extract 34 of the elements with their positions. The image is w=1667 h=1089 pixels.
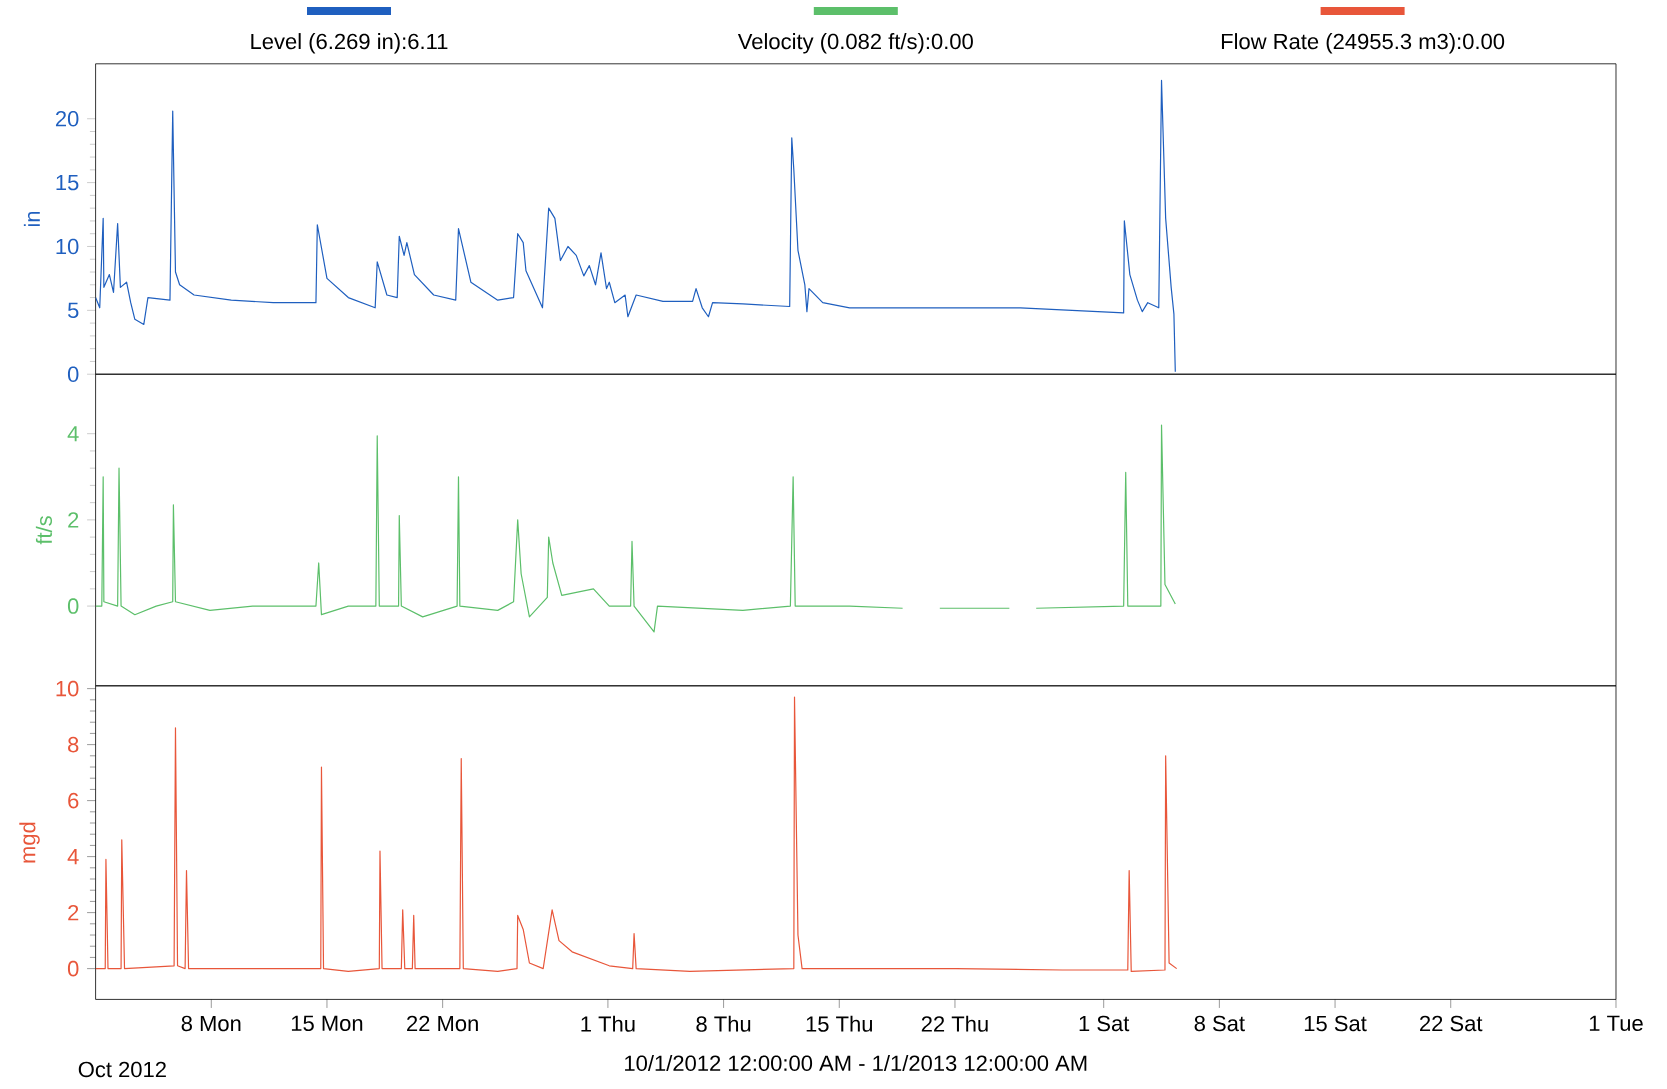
x-tick-label: 22 Sat — [1420, 1015, 1483, 1032]
y-tick-label: 5 — [67, 302, 79, 319]
y-tick-label: 0 — [67, 598, 79, 614]
legend-label: Level (6.269 in):6.11 — [251, 33, 448, 54]
y-axis-title: mgd — [19, 822, 40, 863]
y-tick-label: 0 — [67, 366, 79, 383]
x-tick-label: 1 Thu — [581, 1015, 635, 1032]
x-tick-label: 8 Mon — [181, 1015, 241, 1032]
y-tick-label: 4 — [67, 426, 79, 442]
y-tick-label: 15 — [56, 174, 79, 191]
y-tick-label: 2 — [68, 512, 79, 528]
y-axis-title: ft/s — [35, 516, 53, 545]
x-tick-label: 22 Thu — [921, 1015, 988, 1032]
y-tick-label: 0 — [67, 960, 79, 977]
y-tick-label: 10 — [56, 238, 79, 255]
y-tick-label: 10 — [56, 680, 79, 697]
x-tick-label: 15 Thu — [806, 1015, 873, 1032]
x-axis-title: 10/1/2012 12:00:00 AM - 1/1/2013 12:00:00 AM — [625, 1054, 1087, 1072]
y-tick-label: 8 — [68, 736, 79, 753]
x-tick-label: 8 Thu — [696, 1015, 751, 1032]
x-tick-label: 15 Mon — [291, 1015, 363, 1032]
x-tick-label: 22 Mon — [407, 1015, 478, 1032]
text: Oct 2012 — [78, 1061, 166, 1078]
x-tick-label: 1 Tue — [1589, 1015, 1643, 1032]
y-tick-label: 2 — [68, 904, 79, 921]
legend-label: Velocity (0.082 ft/s):0.00 — [737, 33, 973, 54]
x-tick-label: 8 Sat — [1194, 1015, 1245, 1032]
x-tick-label: 1 Sat — [1079, 1015, 1130, 1032]
legend-label: Flow Rate (24955.3 m3):0.00 — [1221, 33, 1505, 54]
y-tick-label: 6 — [68, 792, 79, 809]
y-tick-label: 4 — [67, 849, 79, 865]
x-tick-label: 15 Sat — [1304, 1015, 1367, 1032]
y-tick-label: 20 — [55, 110, 79, 127]
y-axis-title: in — [23, 211, 40, 227]
